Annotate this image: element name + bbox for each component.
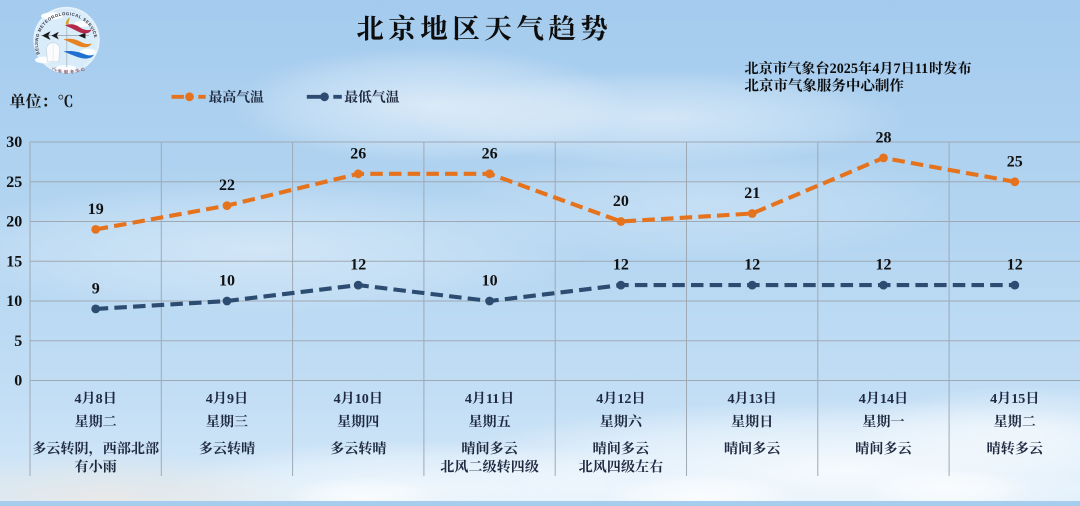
svg-text:30: 30 xyxy=(6,134,22,151)
svg-text:12: 12 xyxy=(613,257,629,274)
svg-text:4: 4 xyxy=(990,391,997,407)
svg-text:10: 10 xyxy=(219,273,235,290)
svg-text:5: 5 xyxy=(14,333,22,350)
svg-text:12: 12 xyxy=(1007,257,1023,274)
svg-text:22: 22 xyxy=(219,177,235,194)
svg-text:4: 4 xyxy=(206,391,213,407)
svg-text:4: 4 xyxy=(728,391,735,407)
svg-text:13: 13 xyxy=(749,391,763,407)
svg-text:4: 4 xyxy=(75,391,82,407)
svg-text:4: 4 xyxy=(334,391,341,407)
svg-text:4: 4 xyxy=(859,391,866,407)
svg-text:25: 25 xyxy=(1007,153,1023,170)
svg-text:8: 8 xyxy=(96,391,103,407)
svg-text:9: 9 xyxy=(227,391,234,407)
svg-text:15: 15 xyxy=(1011,391,1025,407)
svg-text:11: 11 xyxy=(486,391,499,407)
svg-text:20: 20 xyxy=(613,193,629,210)
svg-text:9: 9 xyxy=(92,281,100,298)
svg-text:12: 12 xyxy=(876,257,892,274)
svg-text:11: 11 xyxy=(915,61,928,77)
svg-text:7: 7 xyxy=(894,61,901,77)
svg-text:14: 14 xyxy=(880,391,894,407)
svg-text:21: 21 xyxy=(744,185,760,202)
svg-text:0: 0 xyxy=(14,373,22,390)
svg-text:4: 4 xyxy=(872,61,879,77)
svg-text:10: 10 xyxy=(482,273,498,290)
svg-text:12: 12 xyxy=(744,257,760,274)
svg-text:12: 12 xyxy=(350,257,366,274)
svg-text:26: 26 xyxy=(482,145,498,162)
svg-text:4: 4 xyxy=(465,391,472,407)
svg-text:28: 28 xyxy=(876,130,892,147)
svg-text:4: 4 xyxy=(596,391,603,407)
svg-text:25: 25 xyxy=(6,174,22,191)
svg-text:20: 20 xyxy=(6,214,22,231)
svg-text:19: 19 xyxy=(88,201,104,218)
svg-text:10: 10 xyxy=(355,391,369,407)
svg-text:10: 10 xyxy=(6,293,22,310)
svg-text:15: 15 xyxy=(6,253,22,270)
svg-text:12: 12 xyxy=(617,391,631,407)
svg-text:2025: 2025 xyxy=(830,61,858,77)
svg-text:26: 26 xyxy=(350,145,366,162)
